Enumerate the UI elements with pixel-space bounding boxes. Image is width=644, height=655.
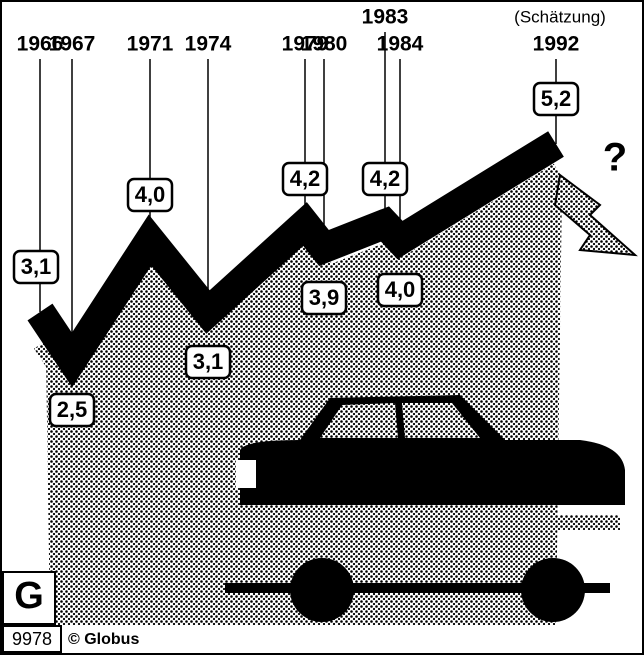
x-tick-label: 1974 bbox=[185, 33, 232, 56]
annotation: ? bbox=[603, 136, 627, 180]
value-label: 4,0 bbox=[135, 182, 166, 207]
chart: 19663,119672,519714,019743,119794,219803… bbox=[0, 0, 644, 655]
value-label: 2,5 bbox=[57, 397, 88, 422]
x-tick-label: 1984 bbox=[377, 33, 424, 56]
value-label: 5,2 bbox=[541, 86, 572, 111]
page: 19663,119672,519714,019743,119794,219803… bbox=[0, 0, 644, 655]
x-tick-label: 1967 bbox=[49, 33, 96, 56]
x-tick-label: 1980 bbox=[301, 33, 348, 56]
value-label: 4,2 bbox=[370, 166, 401, 191]
annotation: (Schätzung) bbox=[514, 7, 606, 26]
svg-text:G: G bbox=[14, 575, 44, 617]
plot-area: 19663,119672,519714,019743,119794,219803… bbox=[14, 6, 579, 625]
value-label: 3,1 bbox=[21, 254, 52, 279]
value-label: 3,1 bbox=[193, 349, 224, 374]
value-label: 4,2 bbox=[290, 166, 321, 191]
arrow-estimate bbox=[555, 175, 635, 255]
source-credit: © Globus bbox=[68, 631, 139, 648]
value-label: 3,9 bbox=[309, 285, 340, 310]
x-tick-label: 1983 bbox=[362, 6, 409, 29]
x-tick-label: 1992 bbox=[533, 33, 580, 56]
value-label: 4,0 bbox=[385, 277, 416, 302]
source-number: 9978 bbox=[12, 629, 52, 649]
x-tick-label: 1971 bbox=[127, 33, 174, 56]
